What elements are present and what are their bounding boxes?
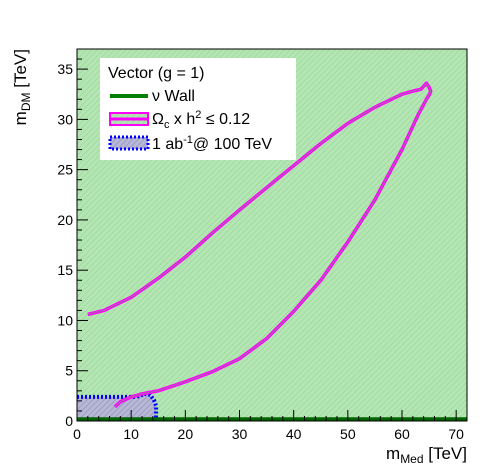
reach-region-border xyxy=(77,391,159,421)
legend-label-relic: Ωc x h2 ≤ 0.12 xyxy=(152,109,250,131)
axes-layer: 0 10 20 30 40 50 60 70 0 5 10 15 20 25 30 35 xyxy=(57,48,468,442)
legend-reach-sup: -1 xyxy=(183,134,193,146)
legend-reach-end: @ 100 TeV xyxy=(193,136,272,153)
legend-header: Vector (g = 1) xyxy=(108,65,205,82)
legend-relic-mid: x h xyxy=(169,111,195,128)
legend-relic-sup: 2 xyxy=(195,109,201,121)
y-axis-title-main: m xyxy=(11,111,30,125)
x-tick-label: 50 xyxy=(340,426,356,442)
y-tick-label: 0 xyxy=(65,413,73,429)
legend-relic-sub: c xyxy=(164,119,170,131)
x-tick-label: 70 xyxy=(448,426,464,442)
x-axis-title-main: m xyxy=(386,444,400,463)
x-axis-title: mMed [TeV] xyxy=(386,444,467,466)
y-tick-label: 20 xyxy=(57,212,73,228)
legend-entry-nu-wall: ν Wall xyxy=(110,88,195,105)
x-tick-label: 60 xyxy=(394,426,410,442)
x-tick-label: 40 xyxy=(286,426,302,442)
legend-label-reach: 1 ab-1@ 100 TeV xyxy=(152,134,272,153)
legend-relic-omega: Ω xyxy=(152,111,164,128)
y-tick-label: 35 xyxy=(57,61,73,77)
relic-contour-inner xyxy=(87,82,432,408)
legend-entry-reach: 1 ab-1@ 100 TeV xyxy=(108,134,272,153)
y-axis-title-sub: DM xyxy=(19,92,33,111)
x-tick-label: 10 xyxy=(123,426,139,442)
y-axis-title: mDM [TeV] xyxy=(11,49,33,125)
y-tick-label: 15 xyxy=(57,262,73,278)
y-tick-label: 10 xyxy=(57,312,73,328)
y-tick-label: 5 xyxy=(65,363,73,379)
x-tick-label: 0 xyxy=(73,426,81,442)
legend-entry-relic: Ωc x h2 ≤ 0.12 xyxy=(109,109,250,131)
legend-reach-main: 1 ab xyxy=(152,136,183,153)
y-axis-title-unit: [TeV] xyxy=(11,49,30,92)
x-axis-title-unit: [TeV] xyxy=(424,444,467,463)
x-tick-label: 30 xyxy=(232,426,248,442)
legend-relic-end: ≤ 0.12 xyxy=(201,111,250,128)
x-axis-title-sub: Med xyxy=(400,452,423,466)
legend: Vector (g = 1) ν Wall Ωc x h2 ≤ 0.12 1 a… xyxy=(100,58,296,160)
y-tick-label: 30 xyxy=(57,111,73,127)
y-tick-label: 25 xyxy=(57,162,73,178)
x-tick-label: 20 xyxy=(178,426,194,442)
legend-swatch-reach xyxy=(108,135,150,151)
legend-label-nu-wall: ν Wall xyxy=(152,88,195,105)
